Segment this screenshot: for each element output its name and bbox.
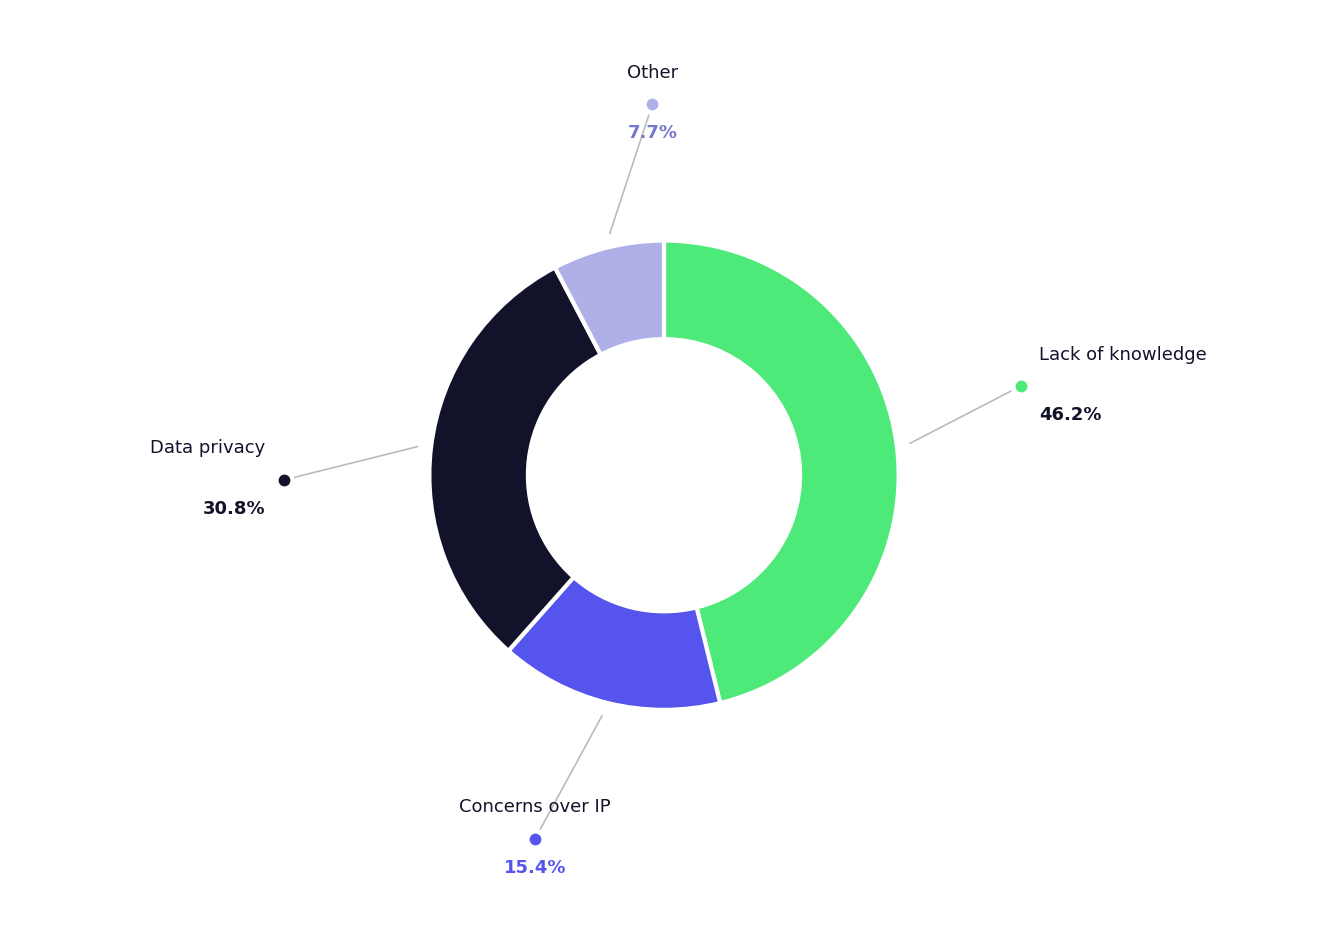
Wedge shape: [429, 268, 600, 651]
Text: 15.4%: 15.4%: [503, 857, 566, 876]
Wedge shape: [509, 577, 720, 710]
Text: 46.2%: 46.2%: [1040, 406, 1102, 423]
Text: 30.8%: 30.8%: [202, 499, 266, 517]
Wedge shape: [555, 241, 664, 355]
Text: Concerns over IP: Concerns over IP: [459, 797, 611, 816]
Text: Lack of knowledge: Lack of knowledge: [1040, 345, 1207, 363]
Text: 7.7%: 7.7%: [627, 124, 677, 142]
Text: Data privacy: Data privacy: [150, 439, 266, 457]
Wedge shape: [664, 241, 899, 703]
Text: Other: Other: [627, 64, 677, 82]
